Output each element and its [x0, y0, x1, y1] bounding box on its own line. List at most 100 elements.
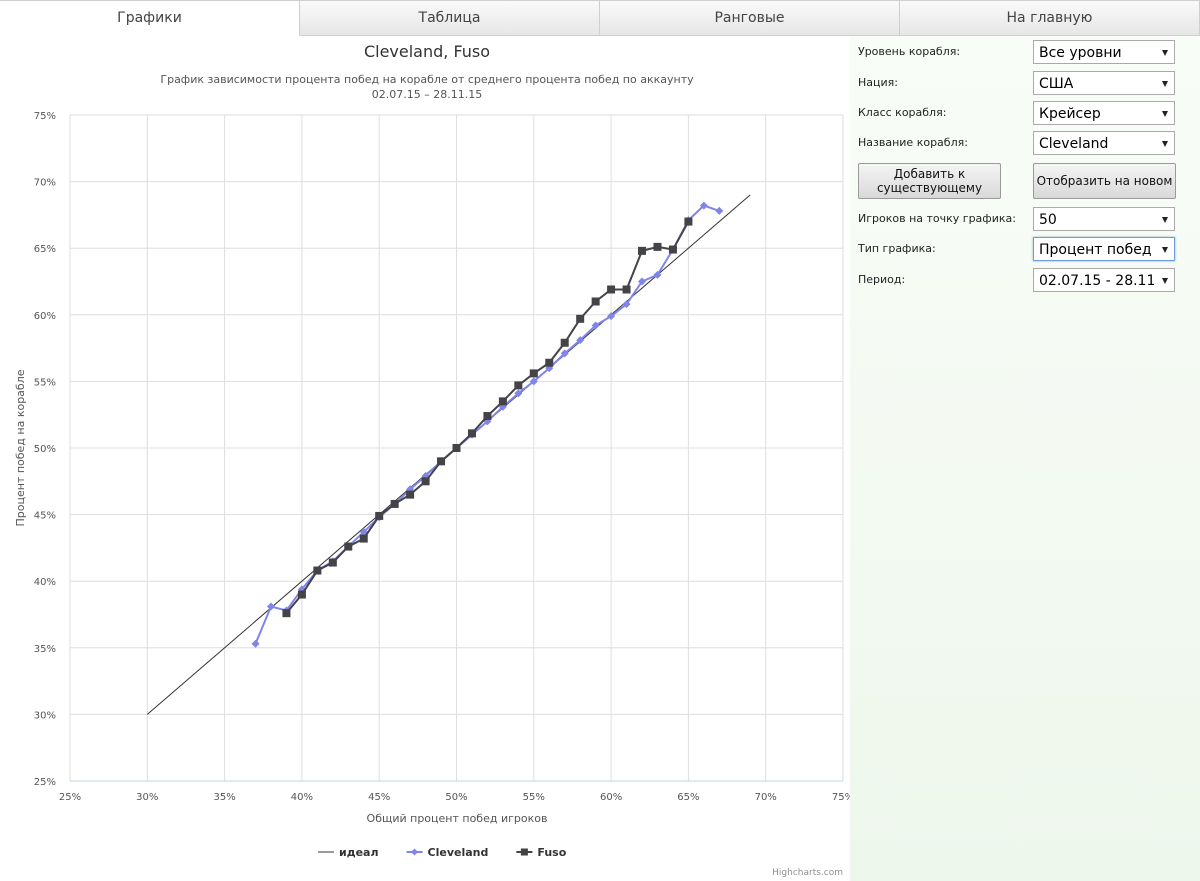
y-tick-label: 25%: [34, 777, 56, 788]
select[interactable]: Процент побед: [1033, 237, 1175, 261]
marker: [638, 277, 647, 286]
marker: [638, 246, 647, 255]
control-row: Класс корабля: Крейсер: [858, 101, 1178, 127]
marker: [529, 377, 538, 386]
tab[interactable]: Таблица: [300, 0, 600, 36]
select-value: 02.07.15 - 28.11.: [1039, 273, 1154, 289]
marker: [313, 566, 322, 575]
control-row: Период: 02.07.15 - 28.11.: [858, 268, 1178, 294]
select-value: Все уровни: [1039, 45, 1122, 61]
marker: [622, 300, 631, 309]
select-value: Cleveland: [1039, 136, 1109, 152]
legend-label: Cleveland: [428, 846, 489, 859]
x-tick-label: 35%: [213, 792, 235, 803]
button[interactable]: Добавить к существующему: [858, 163, 1001, 199]
label: Игроков на точку графика:: [858, 212, 1016, 225]
marker: [467, 429, 476, 438]
control-row: Название корабля: Cleveland: [858, 131, 1178, 157]
marker: [668, 245, 677, 254]
marker: [560, 349, 569, 358]
y-tick-label: 30%: [34, 710, 56, 721]
control-panel: Уровень корабля: Все уровни Нация: США Кла…: [850, 35, 1200, 881]
marker: [390, 499, 399, 508]
select[interactable]: 02.07.15 - 28.11.: [1033, 268, 1175, 292]
tab[interactable]: На главную: [900, 0, 1200, 36]
x-tick-label: 60%: [600, 792, 622, 803]
tab[interactable]: Графики: [0, 0, 300, 36]
select[interactable]: США: [1033, 71, 1175, 95]
marker: [282, 609, 291, 618]
marker: [297, 590, 306, 599]
chart-subtitle: График зависимости процента побед на кор…: [160, 73, 694, 86]
select[interactable]: Все уровни: [1033, 40, 1175, 64]
marker: [514, 381, 523, 390]
marker: [715, 206, 724, 215]
select[interactable]: Крейсер: [1033, 101, 1175, 125]
label: Нация:: [858, 76, 898, 89]
select-value: Крейсер: [1039, 106, 1101, 122]
select[interactable]: 50: [1033, 207, 1175, 231]
control-row: Игроков на точку графика: 50: [858, 207, 1178, 233]
marker: [251, 639, 260, 648]
marker: [437, 457, 446, 466]
label: Уровень корабля:: [858, 45, 961, 58]
marker: [514, 389, 523, 398]
x-tick-label: 40%: [291, 792, 313, 803]
marker: [607, 285, 616, 294]
marker: [653, 242, 662, 251]
y-tick-label: 40%: [34, 577, 56, 588]
x-tick-label: 70%: [755, 792, 777, 803]
marker: [699, 201, 708, 210]
control-row: Уровень корабля: Все уровни: [858, 40, 1178, 66]
marker: [483, 412, 492, 421]
label: Период:: [858, 273, 906, 286]
marker: [359, 534, 368, 543]
marker: [576, 314, 585, 323]
marker: [344, 542, 353, 551]
marker: [591, 321, 600, 330]
button[interactable]: Отобразить на новом: [1033, 163, 1176, 199]
credit: Highcharts.com: [772, 868, 843, 878]
select-value: 50: [1039, 212, 1057, 228]
marker: [328, 558, 337, 567]
marker: [684, 217, 693, 226]
marker: [653, 270, 662, 279]
x-tick-label: 55%: [523, 792, 545, 803]
marker: [452, 444, 461, 452]
y-tick-label: 70%: [34, 178, 56, 189]
y-tick-label: 75%: [34, 111, 56, 122]
marker: [498, 397, 507, 406]
label: Тип графика:: [858, 242, 936, 255]
y-axis-label: Процент побед на корабле: [14, 369, 27, 526]
legend-marker: [520, 848, 528, 856]
x-tick-label: 65%: [677, 792, 699, 803]
legend-label: идеал: [339, 846, 379, 859]
y-tick-label: 35%: [34, 644, 56, 655]
x-tick-label: 50%: [445, 792, 467, 803]
x-tick-label: 30%: [136, 792, 158, 803]
tab[interactable]: Ранговые: [600, 0, 900, 36]
y-tick-label: 65%: [34, 244, 56, 255]
label: Название корабля:: [858, 136, 968, 149]
y-tick-label: 45%: [34, 511, 56, 522]
chart: Cleveland, Fuso График зависимости проце…: [14, 42, 850, 878]
marker: [375, 511, 384, 520]
x-tick-label: 45%: [368, 792, 390, 803]
select[interactable]: Cleveland: [1033, 131, 1175, 155]
y-tick-label: 50%: [34, 444, 56, 455]
control-row: Нация: США: [858, 71, 1178, 97]
label: Класс корабля:: [858, 106, 947, 119]
marker: [266, 602, 275, 611]
chart-title: Cleveland, Fuso: [364, 42, 490, 61]
x-tick-label: 25%: [59, 792, 81, 803]
chart-subtitle: 02.07.15 – 28.11.15: [372, 88, 482, 101]
y-tick-label: 60%: [34, 311, 56, 322]
control-row: Тип графика: Процент побед: [858, 237, 1178, 263]
marker: [591, 297, 600, 306]
marker: [576, 336, 585, 345]
marker: [406, 490, 415, 499]
select-value: Процент побед: [1039, 242, 1152, 258]
marker: [421, 477, 430, 486]
x-tick-label: 75%: [832, 792, 850, 803]
